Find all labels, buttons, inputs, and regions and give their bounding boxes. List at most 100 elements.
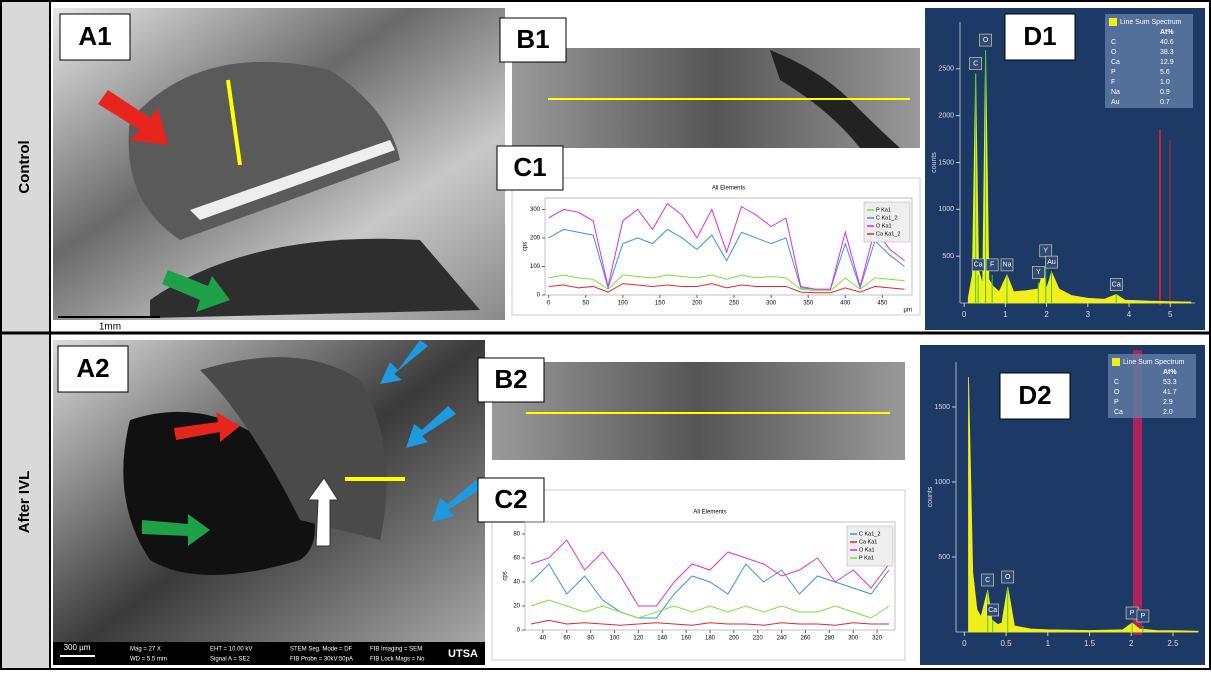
table-value: 41.7 [1163,389,1177,396]
peak-label: Ca [988,607,997,614]
x-tick-label: 5 [1168,310,1173,319]
table-value: 0.7 [1160,99,1170,106]
peak-label: P [1141,613,1146,620]
y-tick-label: 80 [513,532,520,538]
table-value: 2.0 [1163,409,1173,416]
x-tick-label: 1 [1046,639,1051,648]
x-tick-label: 60 [563,636,570,642]
chart-title: All Elements [712,186,745,192]
table-element: Au [1111,99,1120,106]
x-tick-label: 0.5 [1001,639,1013,648]
peak-label: Au [1047,259,1056,266]
x-tick-label: 260 [800,636,811,642]
sem-info: EHT = 10.00 kV [210,647,252,653]
chart-title: All Elements [693,510,726,516]
row-label: Control [16,140,33,193]
table-value: 5.6 [1160,69,1170,76]
scale-label: 300 µm [64,643,91,652]
table-element: O [1111,49,1117,56]
table-header: At% [1163,369,1177,376]
x-tick-label: 3 [1086,310,1091,319]
x-tick-label: 0 [962,639,967,648]
legend-swatch [1112,358,1120,366]
page: {"rows":["Control","After IVL"], "panels… [0,0,1211,675]
legend-label: O Ka1 [876,223,892,229]
y-axis-label: counts [927,486,934,507]
x-tick-label: 200 [692,301,703,307]
table-value: 1.0 [1160,79,1170,86]
legend-label: Line Sum Spectrum [1120,19,1182,26]
x-tick-label: 180 [705,636,716,642]
y-tick-label: 1000 [934,479,950,486]
x-tick-label: 2.5 [1167,639,1179,648]
figure: Control After IVL 1mm A1 B1 C1 D1 300 µm… [0,0,1211,670]
x-tick-label: 140 [657,636,668,642]
table-element: F [1111,79,1115,86]
y-tick-label: 500 [938,554,950,561]
legend-label: Ca Ka1_2 [876,231,900,237]
peak-label: C [973,60,978,67]
x-tick-label: 100 [618,301,629,307]
y-tick-label: 100 [530,264,541,270]
sem-info: STEM Seg. Mode = DF [290,647,353,653]
table-element: P [1111,69,1116,76]
x-tick-label: 2 [1129,639,1134,648]
panel-label: C1 [513,152,546,182]
logo: UTSA [448,648,478,660]
table-element: C [1114,379,1119,386]
table-value: 12.9 [1160,59,1174,66]
x-tick-label: 240 [777,636,788,642]
peak-label: P [1130,610,1135,617]
panel-label: B2 [494,364,527,394]
y-tick-label: 500 [942,253,954,260]
sem-info: FIB Probe = 30kV:50pA [290,657,353,663]
legend-label: P Ka1 [876,207,891,213]
y-tick-label: 1000 [938,206,954,213]
legend-label: P Ka1 [859,555,874,561]
panel-label: A2 [76,353,109,383]
table-element: Ca [1111,59,1120,66]
panel-label: D1 [1023,21,1056,51]
table-header: At% [1160,29,1174,36]
panel-label: D2 [1018,380,1051,410]
x-tick-label: 280 [824,636,835,642]
x-tick-label: 1 [1003,310,1008,319]
panel-label: A1 [78,21,111,51]
sem-info: Mag = 27 X [130,647,161,653]
y-axis-label: counts [931,152,938,173]
table-element: C [1111,39,1116,46]
x-tick-label: 320 [872,636,883,642]
peak-label: Y [1043,248,1048,255]
table-element: O [1114,389,1120,396]
scale-label: 1mm [99,322,121,333]
x-tick-label: 50 [582,301,589,307]
y-tick-label: 2500 [938,66,954,73]
x-tick-label: 200 [729,636,740,642]
y-tick-label: 20 [513,604,520,610]
row-label: After IVL [16,471,33,534]
table-value: 38.3 [1160,49,1174,56]
panel-label: B1 [516,24,549,54]
table-element: Na [1111,89,1120,96]
y-tick-label: 1500 [938,159,954,166]
legend-swatch [1109,18,1117,26]
x-tick-label: 350 [803,301,814,307]
x-tick-label: 400 [840,301,851,307]
sem-image [492,362,905,460]
peak-label: Ca [974,262,983,269]
x-tick-label: 0 [962,310,967,319]
y-tick-label: 200 [530,236,541,242]
y-axis-label: cps [503,571,509,580]
table-value: 0.9 [1160,89,1170,96]
peak-label: O [1005,574,1011,581]
sem-info: Signal A = SE2 [210,657,251,663]
table-element: P [1114,399,1119,406]
sem-info: WD = 5.5 mm [130,657,167,663]
legend-label: O Ka1 [859,547,875,553]
legend-label: C Ka1_2 [859,531,880,537]
legend-label: C Ka1_2 [876,215,897,221]
y-tick-label: 300 [530,207,541,213]
peak-label: C [985,577,990,584]
x-tick-label: 160 [681,636,692,642]
peak-label: Ca [1112,281,1121,288]
